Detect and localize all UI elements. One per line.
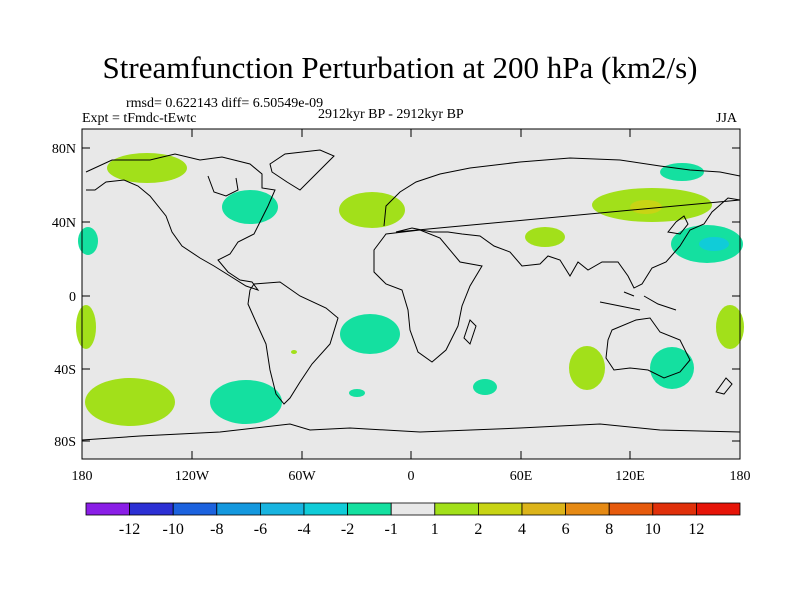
anomaly-patch (222, 190, 278, 224)
period-label: 2912kyr BP - 2912kyr BP (318, 107, 464, 122)
lon-label-120e: 120E (615, 469, 645, 484)
lon-label-60e: 60E (510, 469, 533, 484)
anomaly-patch (78, 227, 98, 255)
colorbar-label: -2 (341, 521, 354, 538)
lat-labels: 80N 40N 0 40S 80S (52, 142, 76, 450)
coast-antarctica (81, 423, 741, 441)
anomaly-patch (107, 153, 187, 183)
coast-hudson-bay (207, 175, 239, 197)
colorbar-label: -10 (163, 521, 184, 538)
colorbar-swatch (390, 502, 436, 516)
map-background (82, 129, 740, 459)
coastlines (81, 149, 741, 441)
coast-indonesia (599, 291, 677, 311)
lon-ticks (191, 129, 631, 459)
experiment-label: Expt = tFmdc-tEwtc (82, 111, 197, 126)
lat-label-eq: 0 (69, 290, 76, 305)
coast-north-america (85, 153, 276, 291)
colorbar-swatch (347, 502, 392, 516)
chart-title: Streamfunction Perturbation at 200 hPa (… (102, 50, 698, 85)
coast-madagascar (463, 319, 477, 345)
lat-label-80n: 80N (52, 142, 76, 157)
colorbar (85, 502, 741, 516)
colorbar-swatch (434, 502, 479, 516)
colorbar-labels: -12 -10 -8 -6 -4 -2 -1 1 2 4 6 8 10 12 (119, 521, 704, 538)
anomaly-patch (699, 237, 729, 251)
colorbar-label: 6 (562, 521, 570, 538)
colorbar-swatch (172, 502, 218, 516)
coast-japan (667, 215, 689, 235)
coast-new-zealand (715, 377, 733, 395)
colorbar-label: 1 (431, 521, 439, 538)
anomaly-patch (650, 347, 694, 389)
anomaly-patch (473, 379, 497, 395)
colorbar-swatch (521, 502, 566, 516)
anomaly-patch (210, 380, 282, 424)
coast-eurasia (383, 157, 741, 289)
colorbar-label: -1 (385, 521, 398, 538)
lon-label-60w: 60W (288, 469, 316, 484)
season-label: JJA (716, 111, 738, 126)
lon-label-0: 0 (408, 469, 415, 484)
coast-greenland (269, 149, 335, 191)
colorbar-label: -4 (297, 521, 310, 538)
colorbar-label: -12 (119, 521, 140, 538)
lat-label-40s: 40S (54, 363, 76, 378)
lon-label-120w: 120W (175, 469, 210, 484)
coast-south-america (247, 281, 339, 405)
colorbar-label: -8 (210, 521, 223, 538)
colorbar-swatch (259, 502, 305, 516)
colorbar-swatch (85, 502, 130, 516)
colorbar-swatch (652, 502, 697, 516)
lon-labels: 180 120W 60W 0 60E 120E 180 (72, 469, 751, 484)
lon-label-180e: 180 (730, 469, 751, 484)
colorbar-swatch (216, 502, 261, 516)
colorbar-swatch (565, 502, 610, 516)
colorbar-label: 2 (474, 521, 482, 538)
colorbar-label: 8 (605, 521, 613, 538)
coast-australia (605, 317, 691, 379)
colorbar-label: 12 (688, 521, 704, 538)
colorbar-label: 4 (518, 521, 526, 538)
anomaly-patch (525, 227, 565, 247)
anomaly-patch (339, 192, 405, 228)
anomaly-patch (349, 389, 365, 397)
colorbar-swatch (696, 502, 741, 516)
lat-label-40n: 40N (52, 216, 76, 231)
colorbar-label: 10 (645, 521, 661, 538)
anomaly-patch (630, 200, 662, 214)
anomaly-patch (85, 378, 175, 426)
colorbar-swatch (608, 502, 654, 516)
colorbar-swatch (477, 502, 523, 516)
anomaly-patch (76, 305, 96, 349)
lat-label-80s: 80S (54, 435, 76, 450)
anomaly-patch (569, 346, 605, 390)
lat-ticks (82, 147, 740, 442)
anomaly-patch (716, 305, 744, 349)
anomaly-patch (291, 350, 297, 354)
lon-label-180w: 180 (72, 469, 93, 484)
anomaly-patch (340, 314, 400, 354)
anomaly-patch (660, 163, 704, 181)
colorbar-swatch (129, 502, 174, 516)
colorbar-swatch (303, 502, 348, 516)
stats-line: rmsd= 0.622143 diff= 6.50549e-09 (126, 96, 324, 111)
coast-africa (373, 229, 483, 363)
colorbar-label: -6 (254, 521, 267, 538)
